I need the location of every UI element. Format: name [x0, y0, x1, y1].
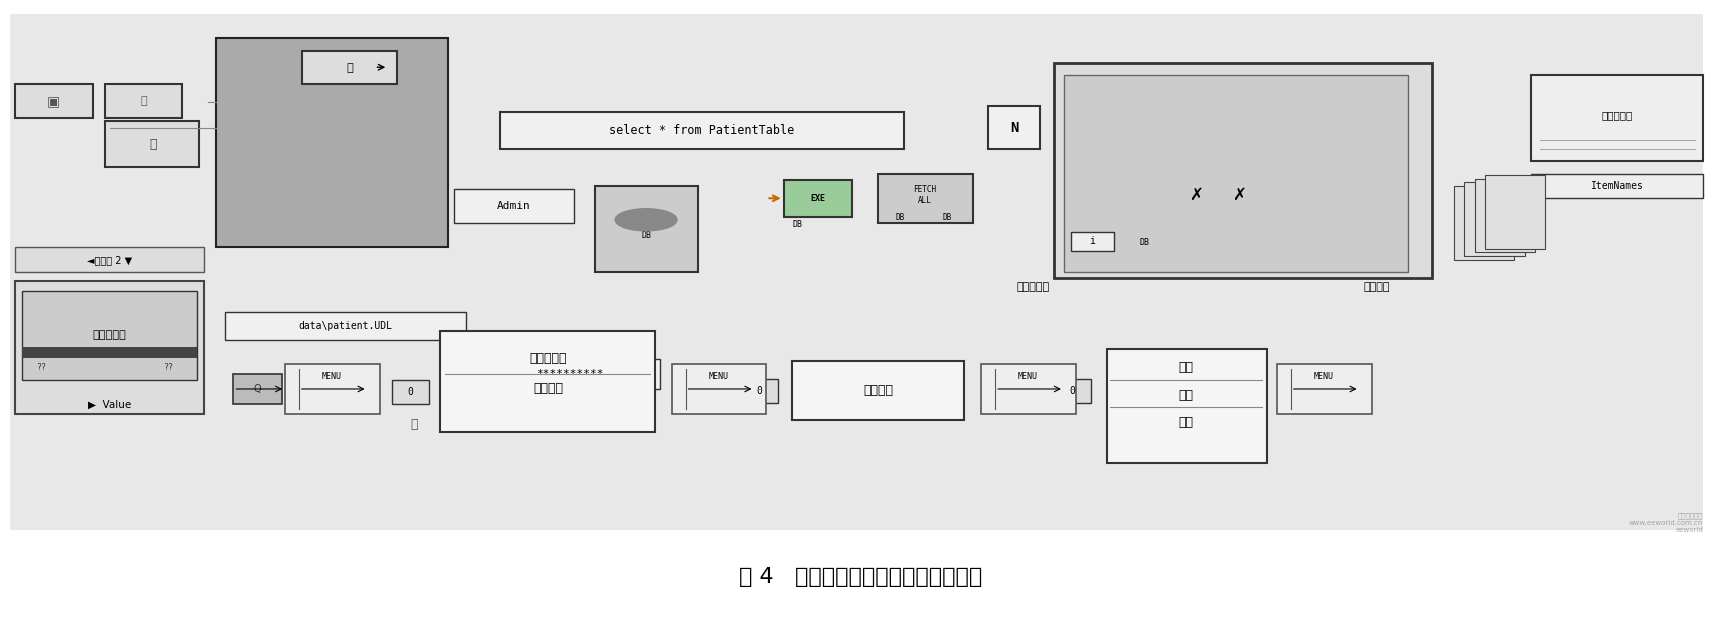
Text: MENU: MENU — [322, 373, 341, 381]
Text: DB: DB — [641, 231, 651, 240]
FancyBboxPatch shape — [672, 365, 766, 413]
Text: ??: ?? — [164, 363, 174, 372]
FancyBboxPatch shape — [234, 374, 282, 404]
Text: 🔄: 🔄 — [141, 96, 148, 106]
FancyBboxPatch shape — [10, 14, 1703, 530]
Text: 数据操作: 数据操作 — [534, 383, 563, 396]
Text: DB: DB — [1140, 238, 1150, 247]
FancyBboxPatch shape — [1531, 75, 1703, 161]
FancyBboxPatch shape — [594, 186, 697, 272]
Text: 修改: 修改 — [1178, 389, 1193, 402]
FancyBboxPatch shape — [1531, 174, 1703, 198]
FancyBboxPatch shape — [286, 365, 379, 413]
FancyBboxPatch shape — [1474, 179, 1534, 252]
Text: 0: 0 — [756, 386, 763, 396]
Text: DB: DB — [895, 213, 906, 222]
Text: MENU: MENU — [708, 373, 728, 381]
Text: 数据操作: 数据操作 — [1364, 282, 1390, 292]
Text: Admin: Admin — [498, 201, 530, 211]
FancyBboxPatch shape — [1071, 232, 1114, 250]
FancyBboxPatch shape — [22, 347, 198, 358]
Text: 数据库管理: 数据库管理 — [529, 352, 567, 365]
Text: data\patient.UDL: data\patient.UDL — [298, 321, 393, 331]
FancyBboxPatch shape — [453, 189, 573, 223]
Text: FETCH
ALL: FETCH ALL — [913, 185, 937, 205]
FancyBboxPatch shape — [439, 331, 654, 432]
FancyBboxPatch shape — [22, 290, 198, 379]
Text: DB: DB — [792, 219, 802, 229]
Text: select * from PatientTable: select * from PatientTable — [610, 124, 794, 137]
Text: ◄选项卡 2 ▼: ◄选项卡 2 ▼ — [88, 255, 133, 265]
FancyBboxPatch shape — [1107, 349, 1267, 463]
FancyBboxPatch shape — [982, 365, 1076, 413]
Text: i: i — [1090, 236, 1095, 247]
FancyBboxPatch shape — [303, 51, 396, 85]
FancyBboxPatch shape — [391, 379, 429, 404]
FancyBboxPatch shape — [1453, 186, 1514, 260]
FancyBboxPatch shape — [784, 180, 852, 217]
FancyBboxPatch shape — [1464, 182, 1524, 256]
Text: ✗: ✗ — [1190, 186, 1204, 204]
FancyBboxPatch shape — [878, 174, 973, 223]
Text: 查询: 查询 — [1178, 417, 1193, 430]
Text: ▶  Value: ▶ Value — [88, 399, 131, 409]
Text: 选项卡控件: 选项卡控件 — [93, 330, 127, 340]
Text: ▣: ▣ — [46, 94, 60, 108]
Text: 🗑: 🗑 — [410, 418, 418, 431]
Text: 多列列表框: 多列列表框 — [1601, 110, 1632, 121]
Text: 删除: 删除 — [1178, 361, 1193, 374]
FancyBboxPatch shape — [1484, 175, 1545, 248]
Text: 0: 0 — [408, 387, 413, 397]
Text: ItemNames: ItemNames — [1591, 181, 1645, 191]
Text: 0: 0 — [1069, 386, 1076, 396]
FancyBboxPatch shape — [1278, 365, 1372, 413]
FancyBboxPatch shape — [792, 362, 964, 420]
Text: 数据库管理: 数据库管理 — [1016, 282, 1049, 292]
FancyBboxPatch shape — [105, 85, 183, 118]
FancyBboxPatch shape — [15, 85, 93, 118]
Text: 电子工程世界
www.eeworld.com.cn
eeworld: 电子工程世界 www.eeworld.com.cn eeworld — [1629, 512, 1703, 533]
Text: MENU: MENU — [1314, 373, 1333, 381]
FancyBboxPatch shape — [988, 106, 1040, 149]
FancyBboxPatch shape — [105, 121, 200, 167]
Text: 导入数据: 导入数据 — [863, 384, 894, 397]
FancyBboxPatch shape — [15, 281, 205, 413]
Text: ✗: ✗ — [1233, 186, 1247, 204]
Circle shape — [615, 209, 677, 231]
FancyBboxPatch shape — [15, 247, 205, 272]
Text: Q: Q — [253, 384, 262, 394]
FancyBboxPatch shape — [217, 38, 448, 247]
Text: N: N — [1009, 121, 1018, 135]
FancyBboxPatch shape — [1064, 75, 1407, 272]
FancyBboxPatch shape — [499, 112, 904, 149]
Text: 假: 假 — [346, 62, 353, 72]
FancyBboxPatch shape — [740, 378, 778, 403]
Text: MENU: MENU — [1018, 373, 1038, 381]
Text: EXE: EXE — [811, 194, 825, 203]
FancyBboxPatch shape — [479, 360, 660, 389]
Text: ⓘ: ⓘ — [148, 138, 157, 151]
Text: DB: DB — [942, 213, 952, 222]
FancyBboxPatch shape — [1054, 378, 1092, 403]
FancyBboxPatch shape — [226, 312, 465, 340]
Text: ??: ?? — [36, 363, 46, 372]
Text: 图 4   病人数据库管理部分的部分程序: 图 4 病人数据库管理部分的部分程序 — [739, 567, 983, 586]
Text: **********: ********** — [536, 369, 603, 379]
FancyBboxPatch shape — [1054, 63, 1431, 278]
